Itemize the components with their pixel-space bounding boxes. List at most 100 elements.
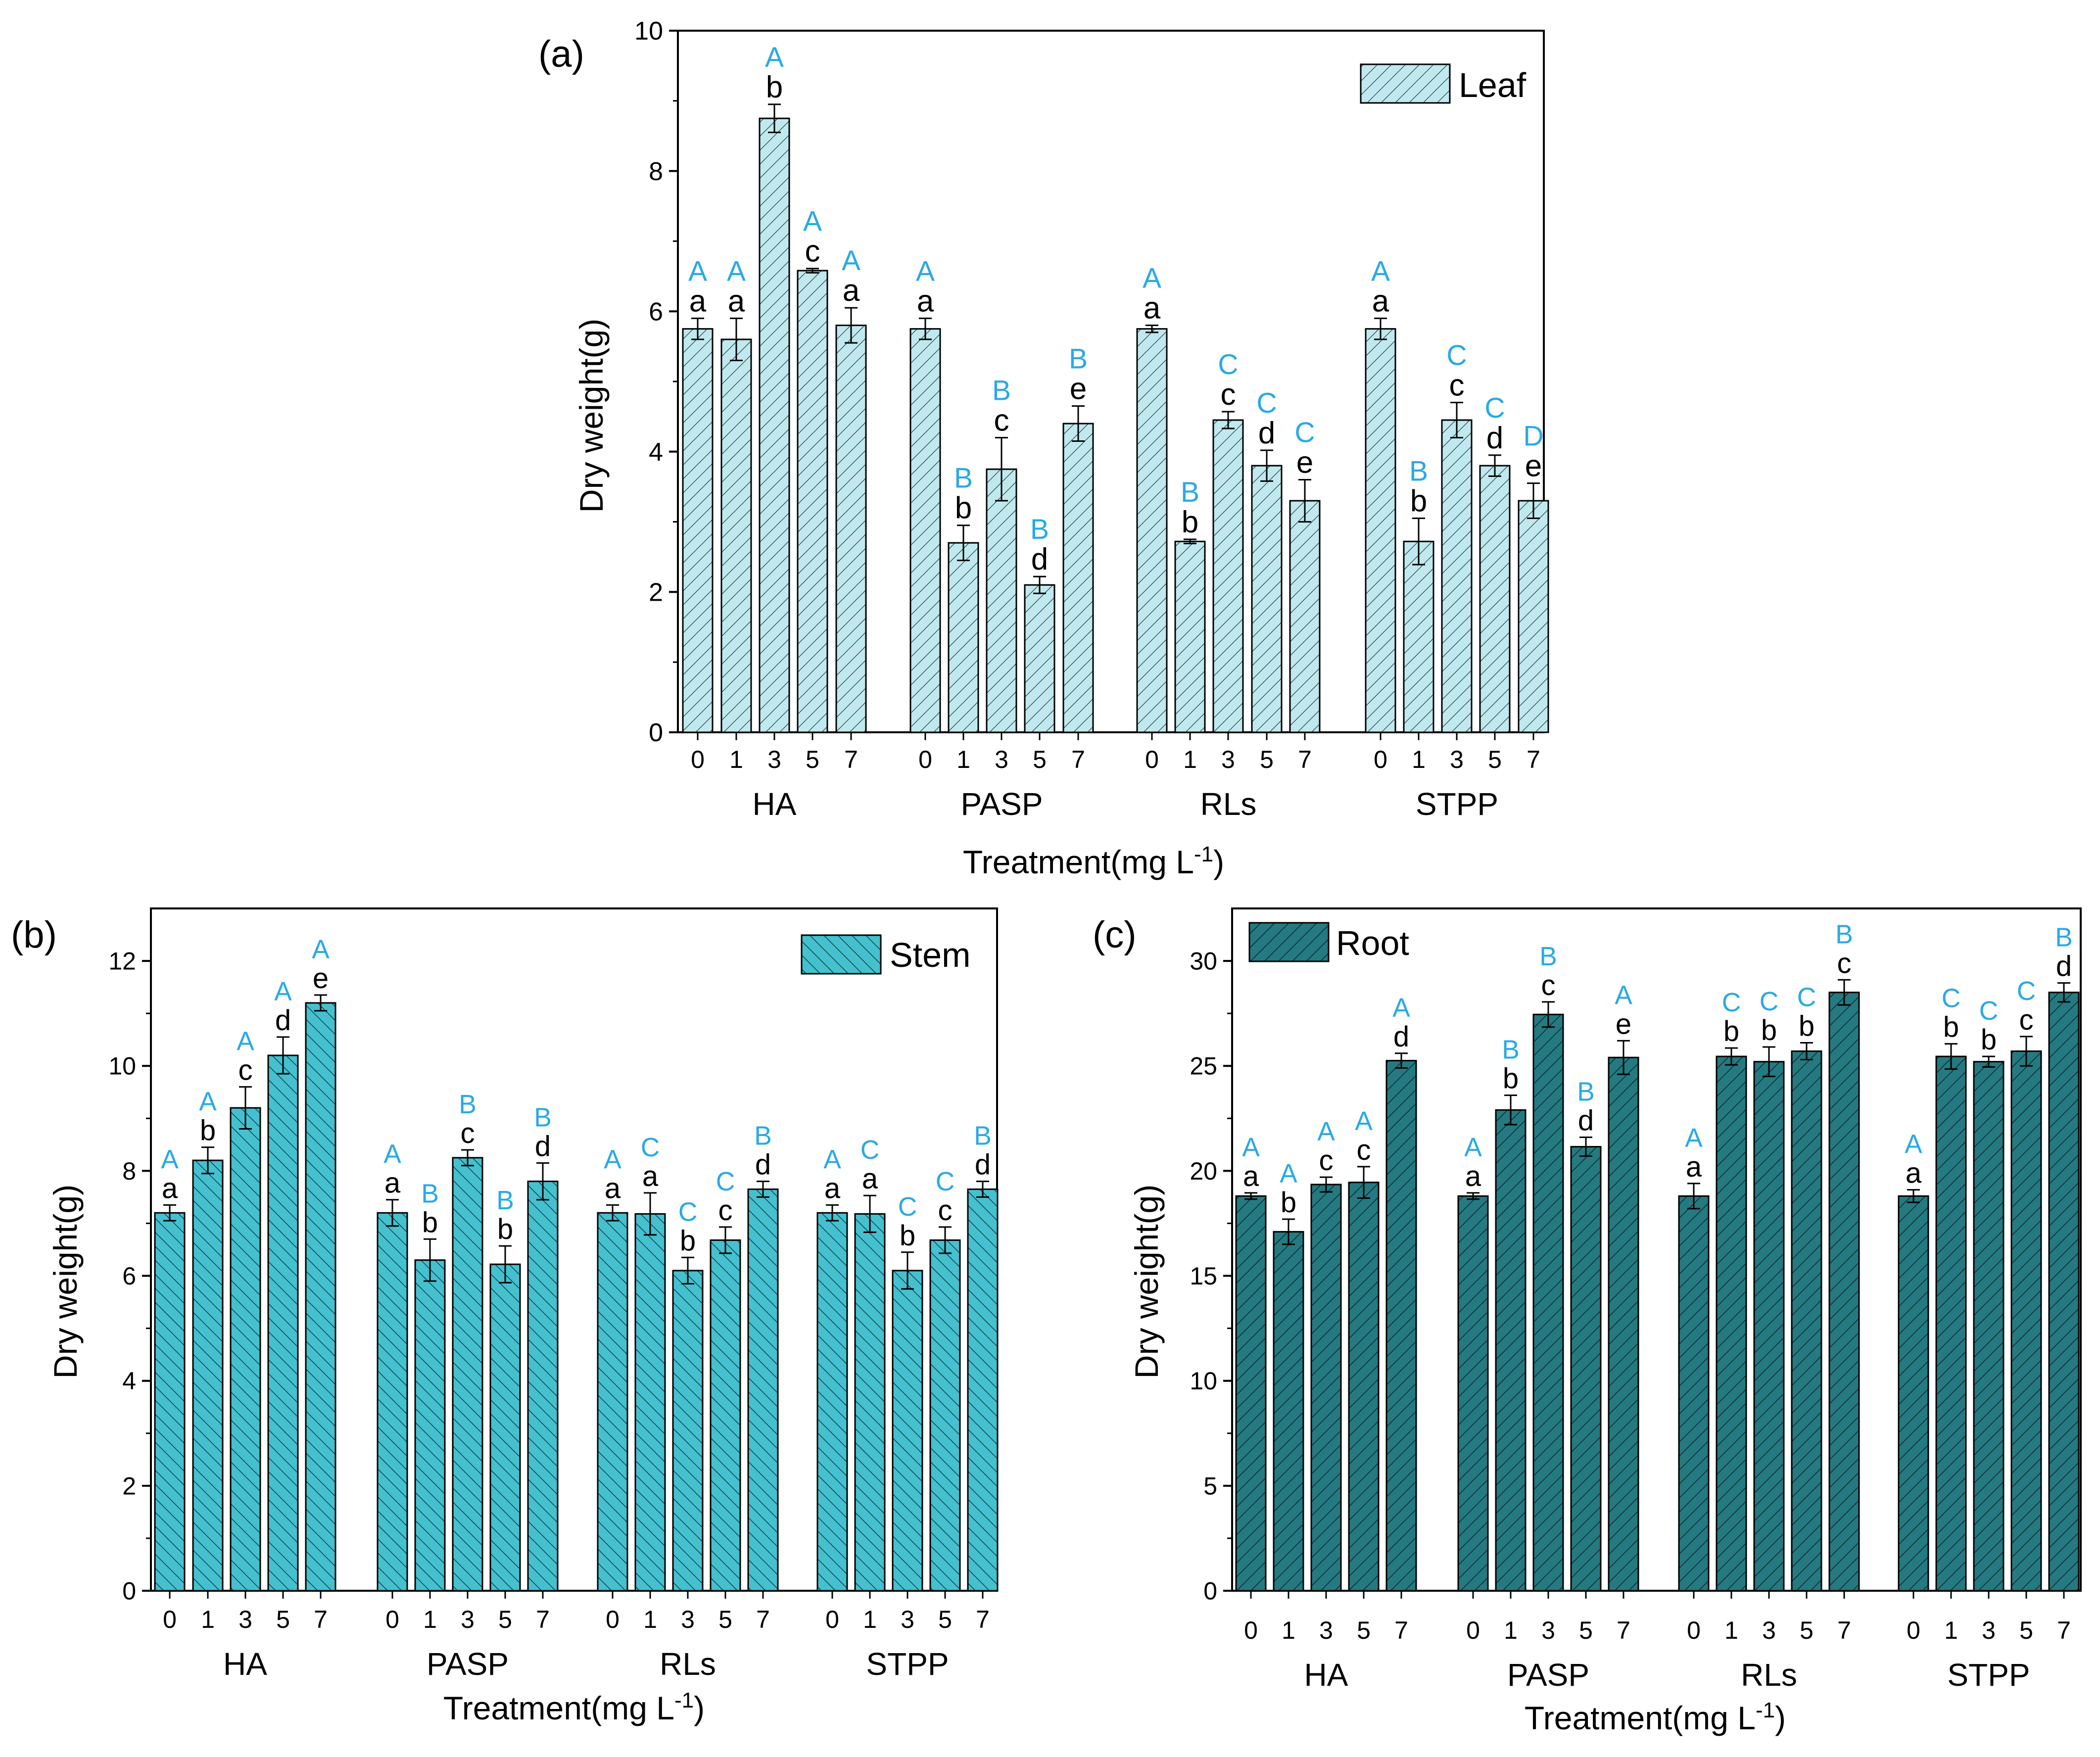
y-tick-label: 0 [649,718,663,747]
significance-letter-uppercase: A [765,42,784,73]
y-tick-label: 10 [1190,1367,1217,1395]
significance-letter-lowercase: b [422,1206,438,1238]
x-tick-label: 0 [1145,746,1159,773]
y-tick-label: 12 [108,948,136,975]
significance-letter-uppercase: A [1371,255,1390,287]
bar [797,270,828,733]
bar [892,1270,923,1592]
significance-letter-lowercase: d [755,1149,771,1181]
bar [1024,584,1055,733]
y-tick-label: 6 [122,1262,136,1290]
group-label: STPP [1947,1657,2030,1693]
significance-letter-uppercase: B [1835,920,1853,949]
significance-letter-lowercase: a [384,1167,401,1199]
significance-letter-uppercase: A [727,255,746,287]
panel-a: (a) Dry weight(g) Leaf Treatment(mg L-1)… [538,17,1549,880]
group-label: RLs [1741,1657,1797,1693]
x-tick-label: 1 [863,1606,877,1633]
x-tick-label: 1 [643,1606,657,1633]
legend: Stem [801,934,970,975]
bar [854,1213,886,1592]
bar [1570,1146,1602,1592]
significance-letter-uppercase: A [199,1088,217,1117]
significance-letter-lowercase: a [1906,1157,1922,1189]
y-axis-title: Dry weight(g) [47,1185,84,1378]
significance-letter-lowercase: d [275,1004,291,1037]
significance-letter-lowercase: b [1723,1015,1739,1047]
x-tick-label: 7 [1071,746,1085,773]
x-tick-label: 5 [498,1606,512,1633]
significance-letter-uppercase: B [1577,1077,1595,1106]
y-tick-label: 10 [108,1052,136,1080]
bar [414,1259,446,1592]
significance-letter-uppercase: B [2055,923,2073,952]
legend-label: Stem [890,936,970,974]
group-label: RLs [660,1646,716,1682]
bar [1716,1055,1747,1592]
significance-letter-uppercase: B [1030,514,1049,545]
significance-letter-uppercase: C [1979,997,1999,1026]
significance-letter-uppercase: C [1446,340,1467,372]
bar [835,325,867,733]
significance-letter-uppercase: C [1256,387,1277,419]
significance-letter-uppercase: C [1760,987,1779,1016]
y-tick-label: 8 [122,1157,136,1185]
y-tick-label: 4 [122,1367,136,1395]
significance-letter-lowercase: e [1525,449,1542,483]
significance-letter-lowercase: d [1258,416,1275,450]
significance-letter-uppercase: C [678,1197,698,1227]
y-tick-label: 5 [1203,1472,1217,1500]
x-tick-label: 3 [1319,1616,1333,1644]
y-tick-label: 30 [1190,948,1217,975]
significance-letter-uppercase: B [1181,476,1199,508]
group-label: HA [1304,1657,1348,1693]
significance-letter-lowercase: c [718,1194,733,1227]
x-tick-label: 7 [1527,746,1540,773]
significance-letter-lowercase: a [642,1160,659,1192]
x-tick-label: 3 [239,1606,252,1633]
panel-label: (a) [538,33,584,75]
significance-letter-lowercase: a [162,1172,178,1204]
x-tick-label: 3 [681,1606,695,1633]
bar [1935,1055,1967,1592]
bar [1678,1195,1710,1592]
x-tick-label: 3 [461,1606,475,1633]
significance-letter-lowercase: a [862,1163,878,1195]
significance-letter-uppercase: A [237,1027,254,1056]
significance-letter-lowercase: b [766,70,783,104]
significance-letter-uppercase: A [1355,1107,1373,1136]
y-tick-label: 20 [1190,1157,1217,1185]
significance-letter-lowercase: c [461,1117,475,1149]
bar [967,1188,999,1592]
significance-letter-lowercase: c [1541,969,1556,1001]
x-tick-label: 7 [844,746,858,773]
y-tick-label: 0 [122,1577,136,1605]
significance-letter-uppercase: A [161,1145,179,1174]
bar [948,542,979,733]
x-tick-label: 5 [806,746,819,773]
x-tick-label: 1 [1504,1616,1518,1644]
significance-letter-lowercase: a [1243,1160,1259,1192]
significance-letter-lowercase: a [605,1172,621,1204]
significance-letter-uppercase: C [716,1167,735,1196]
x-tick-label: 1 [201,1606,215,1633]
bar [929,1239,961,1592]
bar [1273,1231,1304,1592]
significance-letter-uppercase: B [1539,942,1557,971]
significance-letter-lowercase: e [1296,446,1313,480]
significance-letter-lowercase: a [917,284,934,318]
x-tick-label: 7 [756,1606,770,1633]
x-axis-title-superscript: -1 [1194,842,1213,866]
bar [1479,465,1511,733]
significance-letter-uppercase: B [954,463,973,494]
bar [1174,540,1206,733]
significance-letter-uppercase: B [1502,1036,1520,1065]
bar [1791,1050,1822,1592]
bar [1136,328,1168,733]
significance-letter-uppercase: B [496,1186,514,1215]
significance-letter-uppercase: C [641,1133,660,1162]
x-tick-label: 0 [918,746,932,773]
x-tick-label: 1 [1282,1616,1295,1644]
significance-letter-lowercase: b [1182,505,1198,539]
